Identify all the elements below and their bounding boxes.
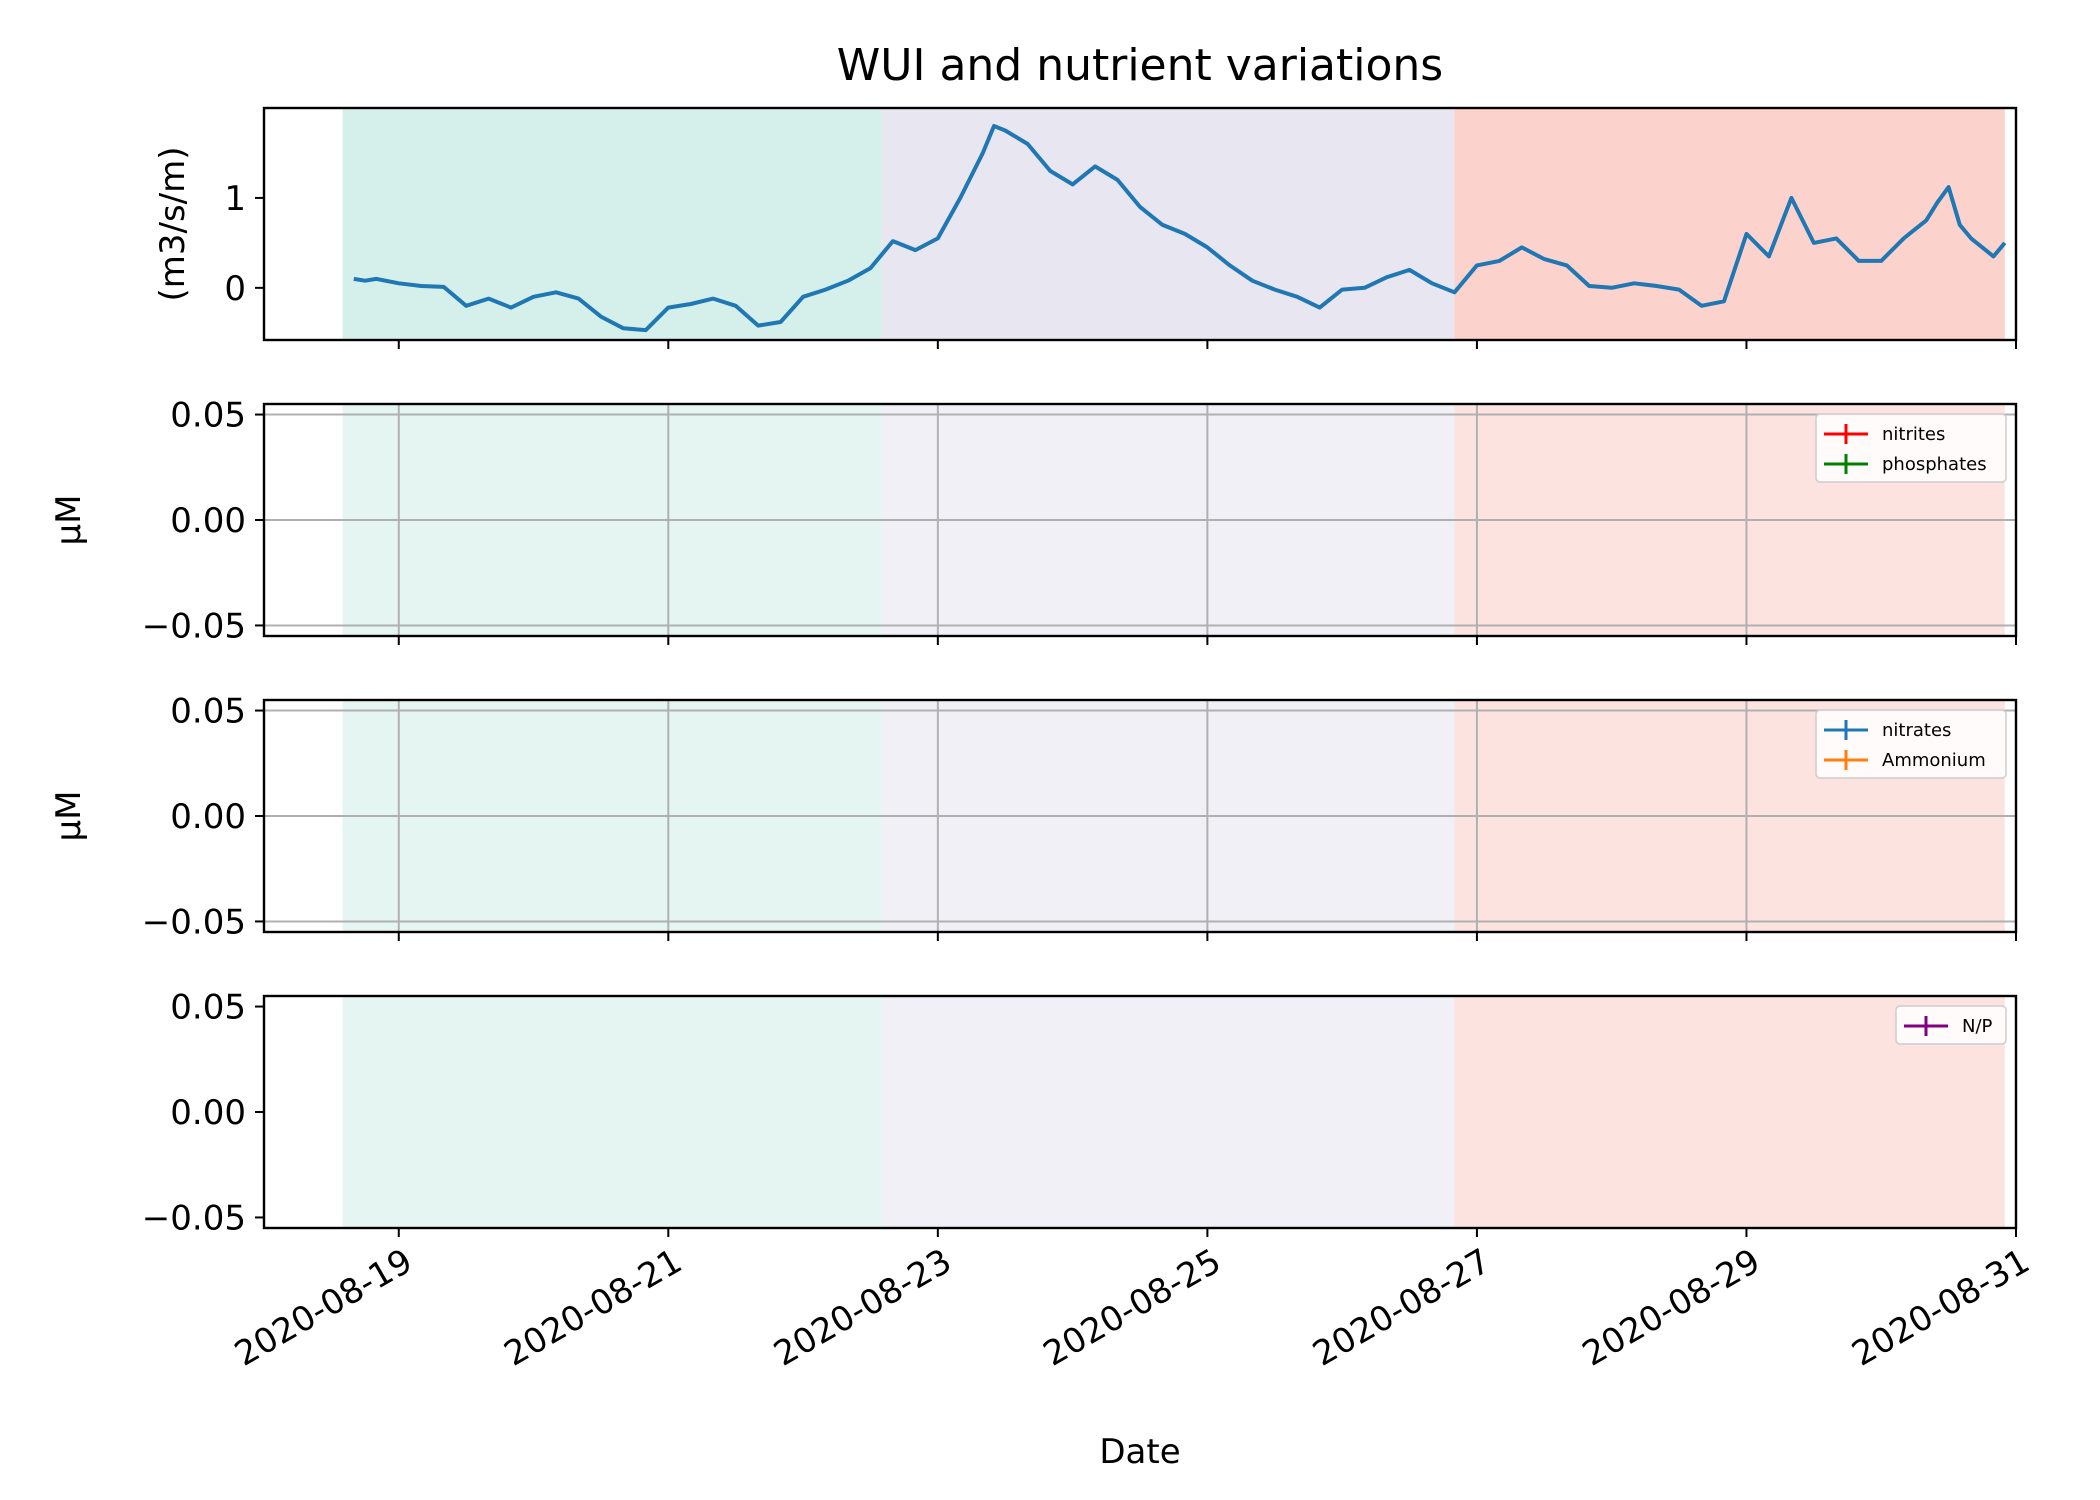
legend-label: N/P	[1962, 1016, 1993, 1037]
shaded-period-1	[342, 108, 882, 340]
panel-3: −0.05 0.00 0.05 μM nitrates Ammonium	[49, 692, 2018, 942]
legend: nitrates Ammonium	[1815, 709, 2007, 779]
y-tick-label: 0	[224, 269, 246, 309]
y-tick-label: 0.05	[170, 692, 246, 732]
series-line-1	[353, 124, 2007, 333]
y-axis-label: μM	[49, 495, 89, 546]
legend-label: Ammonium	[1882, 750, 1986, 771]
y-axis-label: μM	[49, 791, 89, 842]
y-tick-label: −0.05	[142, 606, 246, 646]
legend: N/P	[1895, 1005, 2007, 1045]
legend-label: phosphates	[1882, 454, 1987, 475]
panel-2: −0.05 0.00 0.05 μM nitrites phosphates	[49, 396, 2018, 646]
legend-entry: phosphates	[1824, 454, 1987, 475]
legend-label: nitrites	[1882, 424, 1945, 445]
y-tick-label: 0.00	[170, 1093, 246, 1133]
shaded-period-3	[1454, 108, 2005, 340]
y-tick-label: 0.00	[170, 797, 246, 837]
shaded-period-1	[342, 996, 882, 1228]
legend-entry: Ammonium	[1824, 750, 1986, 771]
shaded-period-2	[881, 996, 1455, 1228]
shaded-period-2	[881, 108, 1455, 340]
legend: nitrites phosphates	[1815, 413, 2007, 483]
y-tick-label: −0.05	[142, 1198, 246, 1238]
axes-frame	[262, 106, 2018, 342]
y-tick-label: 0.00	[170, 501, 246, 541]
legend-entry: nitrates	[1824, 720, 1951, 741]
panels: 0 1 (m3/s/m) −0.05 0.00 0.05 μM nitrites phospha…	[49, 106, 2037, 1375]
y-tick-label: 0.05	[170, 396, 246, 436]
panel-1: 0 1 (m3/s/m)	[153, 106, 2018, 349]
x-axis-label: Date	[1099, 1432, 1180, 1472]
y-tick-label: 0.05	[170, 988, 246, 1028]
chart-title: WUI and nutrient variations	[837, 40, 1443, 91]
legend-entry: N/P	[1904, 1016, 1993, 1037]
y-tick-label: 1	[224, 179, 246, 219]
y-tick-label: −0.05	[142, 902, 246, 942]
legend-entry: nitrites	[1824, 424, 1945, 445]
y-axis-label: (m3/s/m)	[153, 146, 193, 301]
legend-box	[1895, 1005, 2007, 1045]
legend-label: nitrates	[1882, 720, 1951, 741]
